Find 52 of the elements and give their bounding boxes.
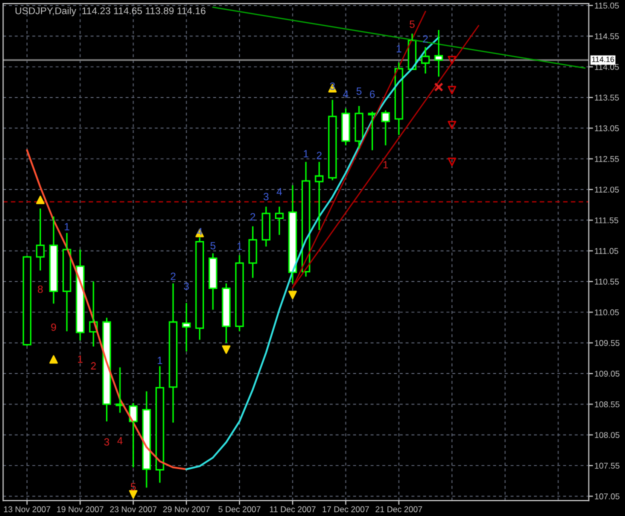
x-tick-label: 17 Dec 2007 [322,506,369,512]
annotation: 1 [64,223,70,230]
y-tick-label: 113.55 [594,94,619,101]
annotation: 5 [410,20,415,28]
annotation: 3 [104,438,110,446]
annotation: 1 [304,150,308,158]
annotation: 1 [78,356,83,363]
y-tick-label: 109.05 [594,370,620,377]
y-tick-label: 109.55 [594,340,620,346]
x-tick-label: 23 Nov 2007 [110,506,156,512]
y-tick-label: 114.55 [594,33,619,40]
y-tick-label: 113.05 [594,125,619,132]
annotation: 8 [38,286,43,293]
annotation: 2 [423,35,428,43]
annotation: 6 [370,90,375,98]
annotation: 1 [237,242,242,250]
annotation: 5 [210,242,216,250]
y-tick-label: 107.05 [594,493,620,500]
annotation: 1 [158,356,162,364]
annotation: 5 [356,87,362,95]
y-tick-label: 110.05 [594,309,619,316]
y-tick-label: 111.05 [594,248,618,254]
y-tick-label: 115.05 [594,2,619,9]
y-tick-label: 112.05 [594,186,619,193]
annotation: 3 [264,192,268,200]
annotation: 3 [184,282,189,290]
chart-title: USDJPY,Daily 114.23 114.65 113.89 114.16 [16,7,206,16]
annotation: 1 [396,45,402,52]
y-tick-label: 108.05 [594,432,620,438]
y-tick-label: 107.55 [594,462,620,469]
x-tick-label: 5 Dec 2007 [218,506,260,512]
annotation: 4 [117,437,123,444]
annotation: 1 [383,161,388,168]
annotation: 2 [250,213,256,220]
annotation: 2 [170,272,176,280]
y-tick-label: 114.05 [594,64,619,70]
annotation: 4 [197,228,202,236]
x-tick-label: 11 Dec 2007 [270,506,316,512]
x-tick-label: 21 Dec 2007 [376,506,422,512]
annotation: 4 [343,90,348,98]
annotation: 2 [91,362,96,370]
annotation: 5 [130,483,136,490]
annotation: 9 [51,324,56,331]
annotation: 2 [316,152,322,160]
y-tick-label: 110.55 [594,278,619,285]
x-tick-label: 13 Nov 2007 [4,506,50,512]
x-tick-label: 29 Nov 2007 [163,506,210,512]
annotation: 4 [276,188,282,196]
y-tick-label: 111.55 [594,217,618,224]
y-tick-label: 108.55 [594,401,620,408]
y-tick-label: 112.55 [594,156,619,162]
x-tick-label: 19 Nov 2007 [57,506,104,512]
